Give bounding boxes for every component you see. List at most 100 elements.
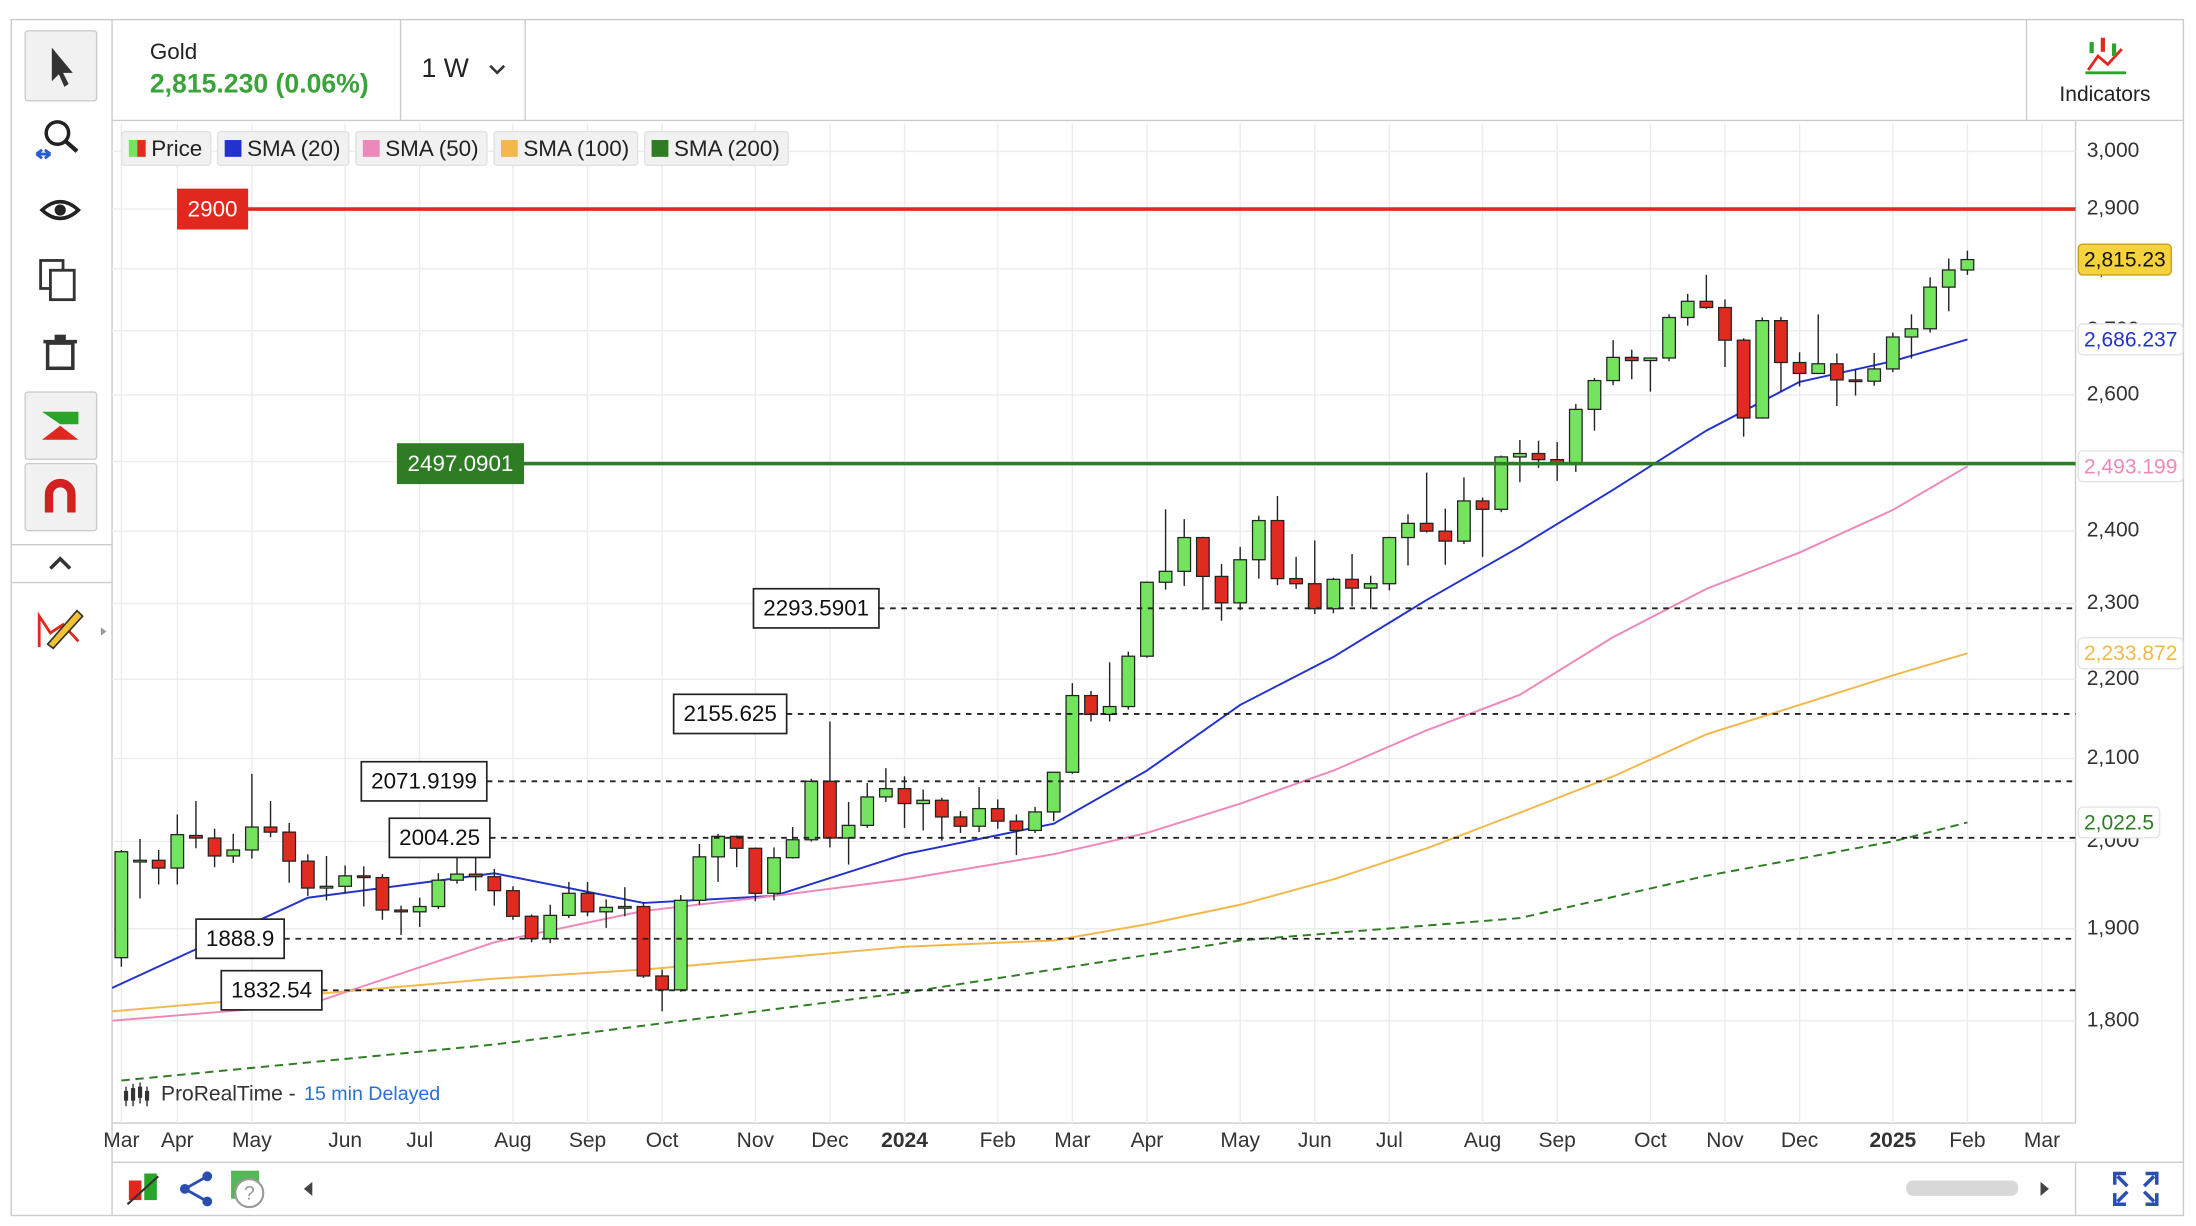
candle-body bbox=[1214, 575, 1229, 604]
candle-body bbox=[785, 839, 800, 859]
price-tag-label: 2,022.5 bbox=[2084, 811, 2154, 834]
legend-chip bbox=[216, 130, 350, 166]
candle-body bbox=[1960, 258, 1975, 271]
fullscreen-button[interactable] bbox=[2113, 1171, 2159, 1207]
x-tick-label: Jul bbox=[406, 1129, 433, 1152]
candle-body bbox=[1606, 356, 1621, 382]
candle-body bbox=[1251, 519, 1266, 561]
candle-body bbox=[524, 915, 539, 940]
candle-body bbox=[300, 860, 315, 889]
x-tick-label: Sep bbox=[1538, 1129, 1575, 1152]
legend-label: SMA (100) bbox=[523, 136, 629, 161]
legend-item: SMA (100) bbox=[493, 130, 639, 166]
candle-body bbox=[729, 835, 744, 849]
y-tick-label: 1,800 bbox=[2087, 1008, 2140, 1031]
timeframe-arrow bbox=[489, 64, 506, 75]
price-level: 2900 bbox=[177, 188, 2076, 230]
candle-body bbox=[767, 857, 781, 894]
indicators-icon[interactable] bbox=[2085, 37, 2126, 75]
level-label-box bbox=[388, 817, 491, 859]
chart-settings-button[interactable] bbox=[126, 1173, 159, 1206]
instrument-price: 2,815.230 (0.06%) bbox=[150, 68, 369, 98]
candle-body bbox=[934, 799, 949, 818]
collapse-button[interactable] bbox=[49, 556, 72, 570]
indicators-button[interactable]: Indicators bbox=[2059, 83, 2150, 106]
level-label: 1888.9 bbox=[206, 926, 274, 951]
candle-body bbox=[1345, 578, 1359, 589]
x-tick-label: Mar bbox=[1054, 1129, 1090, 1152]
candle-body bbox=[189, 834, 203, 839]
sma-line bbox=[121, 821, 1968, 1082]
x-tick-label: May bbox=[1220, 1129, 1260, 1152]
drawing-tool[interactable] bbox=[37, 609, 107, 650]
scrollbar-thumb[interactable] bbox=[1906, 1180, 2019, 1196]
level-label-box bbox=[195, 918, 286, 960]
x-tick-label: Sep bbox=[569, 1129, 606, 1152]
x-tick-label: Mar bbox=[103, 1129, 139, 1152]
zoom-tool[interactable] bbox=[35, 120, 79, 160]
candle-body bbox=[114, 851, 129, 959]
candle-body bbox=[506, 890, 520, 917]
help-button[interactable]: ? bbox=[231, 1170, 265, 1209]
candle-body bbox=[673, 899, 688, 991]
header: Gold 2,815.230 (0.06%) 1 W Indicators bbox=[112, 19, 2184, 122]
candle-body bbox=[1494, 456, 1509, 510]
legend-item: Price bbox=[121, 130, 212, 166]
candle-body bbox=[897, 788, 912, 805]
y-tick-label: 2,100 bbox=[2087, 746, 2140, 769]
candle-body bbox=[151, 859, 166, 869]
candle-body bbox=[170, 834, 185, 869]
x-tick-label: Jul bbox=[1376, 1129, 1403, 1152]
candle-body bbox=[823, 780, 837, 839]
price-tag: 2,022.5 bbox=[2077, 806, 2161, 839]
footer: ProRealTime - 15 min Delayed ? bbox=[112, 1082, 2184, 1216]
magnet-tool[interactable] bbox=[24, 462, 98, 532]
candle-body bbox=[375, 876, 390, 911]
candle-body bbox=[226, 849, 241, 857]
level-label: 2900 bbox=[188, 196, 238, 221]
toolbar bbox=[11, 19, 113, 1216]
price-tag-label: 2,815.23 bbox=[2084, 249, 2166, 272]
copy-tool[interactable] bbox=[39, 259, 76, 302]
x-tick-label: Aug bbox=[1464, 1129, 1501, 1152]
candle-body bbox=[1102, 705, 1117, 716]
candle-body bbox=[1438, 530, 1453, 542]
level-label: 2497.0901 bbox=[408, 451, 514, 476]
y-tick-label: 2,300 bbox=[2087, 591, 2140, 614]
price-tag-box bbox=[2077, 806, 2161, 839]
candle-body bbox=[207, 837, 222, 857]
legend-label: SMA (50) bbox=[385, 136, 478, 161]
candle-body bbox=[1662, 316, 1676, 359]
candle-body bbox=[1904, 328, 1919, 338]
legend-swatch bbox=[224, 140, 242, 157]
trend-tool[interactable] bbox=[24, 391, 98, 461]
scroll-left[interactable] bbox=[303, 1181, 313, 1196]
candle-body bbox=[860, 796, 875, 826]
candle-body bbox=[1624, 356, 1639, 362]
scroll-right[interactable] bbox=[2040, 1181, 2049, 1196]
candle-body bbox=[1177, 536, 1192, 572]
candle-body bbox=[1419, 522, 1434, 532]
x-tick-label: Dec bbox=[811, 1129, 848, 1152]
delete-tool[interactable] bbox=[43, 334, 78, 371]
x-tick-label: Oct bbox=[1634, 1129, 1667, 1152]
legend-chip bbox=[355, 130, 488, 166]
price-tag: 2,493.199 bbox=[2077, 450, 2184, 483]
legend-item: SMA (50) bbox=[355, 130, 488, 166]
candle-body bbox=[1195, 536, 1210, 578]
x-tick-label: Feb bbox=[980, 1129, 1016, 1152]
candle-body bbox=[338, 875, 353, 887]
legend: Price SMA (20) SMA (50) SMA (100) SMA (200) bbox=[121, 130, 789, 166]
share-button[interactable] bbox=[179, 1171, 213, 1207]
timeframe-selector[interactable]: 1 W bbox=[422, 53, 470, 83]
candle-body bbox=[1587, 379, 1602, 411]
level-label: 2155.625 bbox=[683, 701, 776, 726]
view-tool[interactable] bbox=[39, 199, 82, 221]
candle-body bbox=[133, 859, 147, 863]
x-tick-label: 2024 bbox=[881, 1129, 928, 1152]
y-tick-label: 3,000 bbox=[2087, 139, 2140, 162]
candle-body bbox=[1140, 581, 1154, 657]
svg-text:?: ? bbox=[244, 1183, 255, 1205]
price-level: 2155.625 bbox=[672, 693, 2076, 735]
candle-body bbox=[748, 847, 763, 894]
